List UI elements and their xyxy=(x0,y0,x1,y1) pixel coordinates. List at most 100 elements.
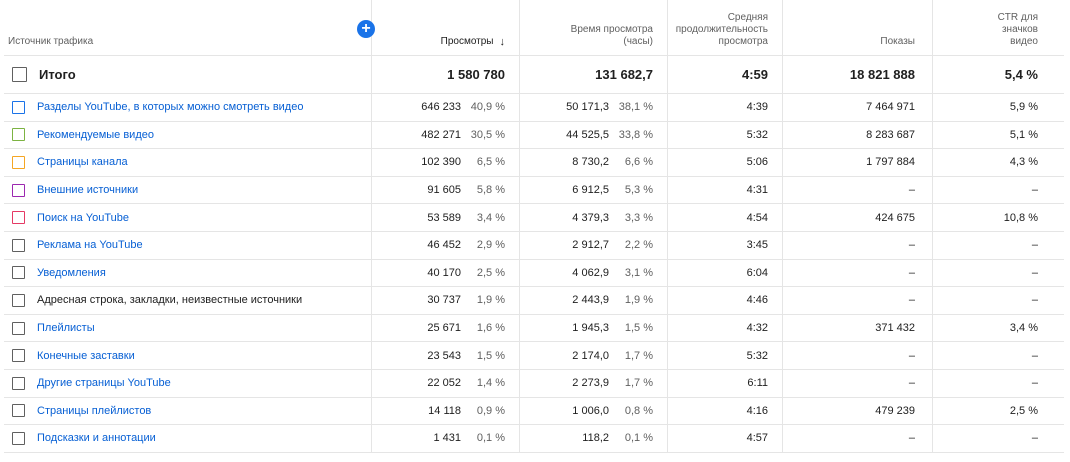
source-label[interactable]: Рекомендуемые видео xyxy=(37,128,154,141)
views-value: 46 452 xyxy=(427,239,461,252)
watch-time-value: 50 171,3 xyxy=(566,101,609,114)
avg-duration-value: 5:32 xyxy=(746,349,768,362)
source-label[interactable]: Подсказки и аннотации xyxy=(37,432,156,445)
table-row: Разделы YouTube, в которых можно смотрет… xyxy=(4,94,1064,122)
avg-cell: 5:32 xyxy=(668,342,783,369)
source-cell: Уведомления xyxy=(4,259,372,287)
watch-time-value: 118,2 xyxy=(582,432,609,445)
row-checkbox[interactable] xyxy=(12,211,25,225)
row-checkbox[interactable] xyxy=(12,376,25,390)
source-cell: Поиск на YouTube xyxy=(4,204,372,231)
views-value: 482 271 xyxy=(421,128,461,141)
row-checkbox[interactable] xyxy=(12,100,25,114)
views-cell: 1 431 0,1 % xyxy=(372,425,520,452)
watch-cell: 2 443,9 1,9 % xyxy=(520,287,668,314)
ctr-value: 5,1 % xyxy=(1009,128,1038,141)
header-avg-duration-cell[interactable]: Средняя продолжительность просмотра xyxy=(668,0,783,55)
row-checkbox[interactable] xyxy=(12,238,25,252)
watch-time-percent: 3,3 % xyxy=(624,211,653,224)
views-value: 53 589 xyxy=(427,211,461,224)
source-label[interactable]: Поиск на YouTube xyxy=(37,211,130,224)
total-label-cell: Итого xyxy=(4,56,372,93)
source-label[interactable]: Плейлисты xyxy=(37,322,95,335)
avg-cell: 4:39 xyxy=(668,94,783,121)
watch-time-value: 1 006,0 xyxy=(572,404,609,417)
ctr-cell: – xyxy=(933,370,1064,397)
ctr-cell: – xyxy=(933,287,1064,314)
source-cell: Конечные заставки xyxy=(4,342,372,369)
views-value: 25 671 xyxy=(427,322,461,335)
views-cell: 91 605 5,8 % xyxy=(372,176,520,204)
row-checkbox[interactable] xyxy=(12,404,25,418)
impressions-value: 424 675 xyxy=(875,211,915,224)
add-metric-button[interactable]: + xyxy=(357,20,375,38)
source-label[interactable]: Разделы YouTube, в которых можно смотрет… xyxy=(37,101,304,114)
source-label[interactable]: Другие страницы YouTube xyxy=(37,377,171,390)
views-cell: 46 452 2,9 % xyxy=(372,231,520,259)
row-checkbox[interactable] xyxy=(12,431,25,445)
sort-down-icon[interactable]: ↓ xyxy=(499,36,506,48)
impressions-cell: 424 675 xyxy=(783,204,933,231)
ctr-value: – xyxy=(1031,239,1038,252)
source-cell: Рекомендуемые видео xyxy=(4,121,372,149)
source-cell: Подсказки и аннотации xyxy=(4,425,372,452)
watch-time-value: 1 945,3 xyxy=(572,322,609,335)
ctr-cell: 3,4 % xyxy=(933,315,1064,342)
views-value: 30 737 xyxy=(427,294,461,307)
header-watch-time[interactable]: Время просмотра (часы) xyxy=(570,24,653,47)
source-cell: Внешние источники xyxy=(4,176,372,204)
header-watch-time-cell[interactable]: Время просмотра (часы) xyxy=(520,0,668,55)
watch-cell: 2 174,0 1,7 % xyxy=(520,342,668,369)
source-label[interactable]: Уведомления xyxy=(37,266,106,279)
watch-cell: 4 062,9 3,1 % xyxy=(520,259,668,287)
ctr-cell: 2,5 % xyxy=(933,398,1064,425)
total-views: 1 580 780 xyxy=(447,67,505,82)
header-views[interactable]: Просмотры xyxy=(440,36,494,47)
source-label[interactable]: Реклама на YouTube xyxy=(37,239,143,252)
avg-duration-value: 4:31 xyxy=(746,184,768,197)
row-checkbox[interactable] xyxy=(12,183,25,197)
avg-duration-value: 4:32 xyxy=(746,322,768,335)
source-label[interactable]: Страницы плейлистов xyxy=(37,404,152,417)
row-checkbox[interactable] xyxy=(12,266,25,280)
row-checkbox[interactable] xyxy=(12,321,25,335)
avg-cell: 6:04 xyxy=(668,259,783,287)
watch-time-value: 6 912,5 xyxy=(572,184,609,197)
source-label[interactable]: Конечные заставки xyxy=(37,349,135,362)
impressions-value: 479 239 xyxy=(875,404,915,417)
watch-time-percent: 6,6 % xyxy=(624,156,653,169)
row-checkbox[interactable] xyxy=(12,293,25,307)
views-percent: 1,4 % xyxy=(476,377,505,390)
watch-time-value: 44 525,5 xyxy=(566,128,609,141)
header-avg-duration[interactable]: Средняя продолжительность просмотра xyxy=(675,12,768,47)
table-row: Страницы канала 102 390 6,5 % 8 730,2 6,… xyxy=(4,149,1064,177)
header-views-cell[interactable]: Просмотры ↓ xyxy=(372,0,520,55)
total-views-cell: 1 580 780 xyxy=(372,56,520,93)
header-impressions[interactable]: Показы xyxy=(880,36,915,47)
ctr-value: 5,9 % xyxy=(1009,101,1038,114)
watch-time-percent: 3,1 % xyxy=(624,266,653,279)
avg-cell: 4:46 xyxy=(668,287,783,314)
header-ctr-cell[interactable]: CTR для значков видео xyxy=(933,0,1064,55)
row-checkbox[interactable] xyxy=(12,128,25,142)
ctr-value: – xyxy=(1031,266,1038,279)
source-label[interactable]: Страницы канала xyxy=(37,156,128,169)
row-checkbox[interactable] xyxy=(12,155,25,169)
row-checkbox[interactable] xyxy=(12,349,25,363)
impressions-cell: 8 283 687 xyxy=(783,121,933,149)
views-value: 14 118 xyxy=(428,404,461,417)
header-impressions-cell[interactable]: Показы xyxy=(783,0,933,55)
views-percent: 30,5 % xyxy=(470,128,505,141)
header-ctr[interactable]: CTR для значков видео xyxy=(997,12,1038,47)
source-label[interactable]: Внешние источники xyxy=(37,184,139,197)
header-source: Источник трафика xyxy=(8,36,94,47)
avg-duration-value: 5:06 xyxy=(746,156,768,169)
avg-duration-value: 6:04 xyxy=(746,266,768,279)
watch-cell: 118,2 0,1 % xyxy=(520,425,668,452)
total-checkbox[interactable] xyxy=(12,67,27,82)
watch-time-value: 2 443,9 xyxy=(572,294,609,307)
impressions-cell: – xyxy=(783,231,933,259)
avg-duration-value: 5:32 xyxy=(746,128,768,141)
ctr-cell: 10,8 % xyxy=(933,204,1064,231)
ctr-cell: – xyxy=(933,425,1064,452)
